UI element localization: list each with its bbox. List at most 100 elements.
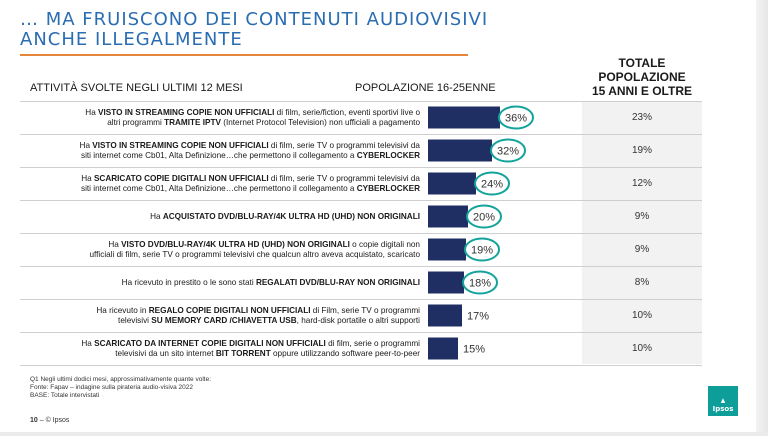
- activity-label-line: Ha ricevuto in REGALO COPIE DIGITALI NON…: [96, 306, 420, 316]
- activity-label-text: di Film, serie TV o programmi: [310, 305, 420, 315]
- activity-label-bold: CYBERLOCKER: [356, 150, 420, 160]
- activity-label-bold: VISTO DVD/BLU-RAY/4K ULTRA HD (UHD) NON …: [121, 239, 350, 249]
- total-population-value: 12%: [631, 178, 652, 189]
- footnote-line-2: Fonte: Fapav – indagine sulla pirateria …: [30, 384, 193, 391]
- activity-label-text: siti internet come Cb01, Alta Definizion…: [80, 150, 357, 160]
- copyright: – © Ipsos: [39, 417, 70, 424]
- activity-label-text: , hard-disk portatile o altri supporti: [296, 315, 420, 325]
- activity-label-text: Ha: [108, 239, 122, 249]
- total-population-value: 9%: [634, 244, 650, 255]
- activity-label-bold: SCARICATO DA INTERNET COPIE DIGITALI NON…: [94, 338, 326, 348]
- activity-label-text: Ha: [150, 211, 163, 221]
- table-row: Ha SCARICATO COPIE DIGITALI NON UFFICIAL…: [20, 167, 702, 200]
- total-population-value: 9%: [634, 211, 650, 222]
- activity-label: Ha ricevuto in prestito o le sono stati …: [20, 266, 420, 299]
- activity-label-bold: ACQUISTATO DVD/BLU-RAY/4K ULTRA HD (UHD)…: [162, 211, 420, 221]
- activity-label-text: Ha: [85, 107, 99, 117]
- activity-label-text: Ha: [79, 140, 93, 150]
- activity-label-text: siti internet come Cb01, Alta Definizion…: [80, 183, 357, 193]
- title-accent-line: [20, 54, 468, 56]
- activity-label-line: altri programmi TRAMITE IPTV (Internet P…: [85, 118, 420, 128]
- total-population-value: 23%: [631, 112, 652, 123]
- total-population-value: 8%: [634, 277, 650, 288]
- activity-label: Ha ACQUISTATO DVD/BLU-RAY/4K ULTRA HD (U…: [20, 200, 420, 233]
- table-row: Ha ACQUISTATO DVD/BLU-RAY/4K ULTRA HD (U…: [20, 200, 702, 233]
- activity-label-text: di film, serie/fiction, eventi sportivi …: [274, 107, 420, 117]
- activity-label-line: Ha VISTO IN STREAMING COPIE NON UFFICIAL…: [85, 108, 420, 118]
- activity-label-bold: TRAMITE IPTV: [164, 117, 221, 127]
- activity-label-bold: SCARICATO COPIE DIGITALI NON UFFICIALI: [93, 173, 269, 183]
- window-edge: [756, 0, 768, 436]
- table-row: Ha ricevuto in prestito o le sono stati …: [20, 266, 702, 299]
- activity-label-bold: VISTO IN STREAMING COPIE NON UFFICIALI: [98, 107, 275, 117]
- row-separator: [20, 101, 702, 102]
- table-row: Ha SCARICATO DA INTERNET COPIE DIGITALI …: [20, 332, 702, 365]
- activity-label-bold: REGALO COPIE DIGITALI NON UFFICIALI: [148, 305, 311, 315]
- activity-label-text: o copie digitali non: [349, 239, 420, 249]
- activity-label-bold: BIT TORRENT: [215, 348, 271, 358]
- total-population-value: 10%: [631, 310, 652, 321]
- activity-label-text: (Internet Protocol Television) non uffic…: [220, 117, 420, 127]
- footnote-line-3: BASE: Totale intervistati: [30, 392, 100, 399]
- logo-mark-icon: ▴: [720, 395, 726, 405]
- row-separator: [20, 233, 702, 234]
- activity-label-line: Ha VISTO DVD/BLU-RAY/4K ULTRA HD (UHD) N…: [89, 240, 420, 250]
- activity-label-bold: CYBERLOCKER: [356, 183, 420, 193]
- table-row: Ha VISTO IN STREAMING COPIE NON UFFICIAL…: [20, 134, 702, 167]
- activity-label-text: oppure utilizzando software peer-to-peer: [270, 348, 420, 358]
- header-total: TOTALE POPOLAZIONE 15 ANNI E OLTRE: [583, 56, 701, 98]
- activity-label: Ha SCARICATO DA INTERNET COPIE DIGITALI …: [20, 332, 420, 365]
- activity-label-line: siti internet come Cb01, Alta Definizion…: [80, 151, 420, 161]
- activity-label-bold: REGALATI DVD/BLU-RAY NON ORIGINALI: [255, 277, 420, 287]
- activity-label-line: siti internet come Cb01, Alta Definizion…: [81, 184, 420, 194]
- footnote: Q1 Negli ultimi dodici mesi, approssimat…: [30, 376, 211, 400]
- row-separator: [20, 134, 702, 135]
- header-activity: ATTIVITÀ SVOLTE NEGLI ULTIMI 12 MESI: [30, 82, 243, 94]
- row-separator: [20, 200, 702, 201]
- total-population-value: 19%: [631, 145, 652, 156]
- activity-label-line: Ha ricevuto in prestito o le sono stati …: [122, 278, 420, 288]
- row-separator: [20, 332, 702, 333]
- activity-label-text: Ha ricevuto in: [96, 305, 149, 315]
- activity-label-bold: VISTO IN STREAMING COPIE NON UFFICIALI: [92, 140, 269, 150]
- activity-label-text: altri programmi: [107, 117, 165, 127]
- activity-label-text: Ha: [81, 338, 95, 348]
- header-total-line-1: TOTALE: [618, 56, 666, 70]
- header-population: POPOLAZIONE 16-25ENNE: [355, 82, 496, 94]
- row-separator: [20, 167, 702, 168]
- ipsos-logo: ▴ Ipsos: [708, 386, 738, 416]
- activity-label: Ha VISTO IN STREAMING COPIE NON UFFICIAL…: [20, 101, 420, 134]
- activity-label-line: televisivi da un sito internet BIT TORRE…: [81, 349, 420, 359]
- activity-label-text: Ha ricevuto in prestito o le sono stati: [121, 277, 256, 287]
- row-separator: [20, 266, 702, 267]
- activity-label-text: di film, serie TV o programmi televisivi…: [268, 140, 420, 150]
- activity-label-line: Ha ACQUISTATO DVD/BLU-RAY/4K ULTRA HD (U…: [150, 212, 420, 222]
- activity-label-bold: SU MEMORY CARD /CHIAVETTA USB: [151, 315, 297, 325]
- activity-label-line: Ha VISTO IN STREAMING COPIE NON UFFICIAL…: [80, 141, 420, 151]
- page-number: 10: [30, 417, 38, 424]
- slide-title-line-1: … MA FRUISCONO DEI CONTENUTI AUDIOVISIVI: [20, 9, 489, 30]
- table-row: Ha VISTO DVD/BLU-RAY/4K ULTRA HD (UHD) N…: [20, 233, 702, 266]
- table-row: Ha VISTO IN STREAMING COPIE NON UFFICIAL…: [20, 101, 702, 134]
- activity-label-text: ufficiali di film, serie TV o programmi …: [89, 249, 420, 259]
- activity-label-line: ufficiali di film, serie TV o programmi …: [89, 250, 420, 260]
- activity-label-line: televisivi SU MEMORY CARD /CHIAVETTA USB…: [96, 316, 420, 326]
- activity-label: Ha VISTO IN STREAMING COPIE NON UFFICIAL…: [20, 134, 420, 167]
- header-total-line-3: 15 ANNI E OLTRE: [591, 84, 692, 98]
- table-row: Ha ricevuto in REGALO COPIE DIGITALI NON…: [20, 299, 702, 332]
- total-population-value: 10%: [631, 343, 652, 354]
- page-footer: 10 – © Ipsos: [30, 417, 69, 424]
- logo-text: Ipsos: [712, 405, 734, 413]
- activity-label-line: Ha SCARICATO COPIE DIGITALI NON UFFICIAL…: [81, 174, 420, 184]
- header-total-line-2: POPOLAZIONE: [598, 70, 686, 84]
- activity-label: Ha VISTO DVD/BLU-RAY/4K ULTRA HD (UHD) N…: [20, 233, 420, 266]
- window-bottom-edge: [0, 432, 768, 436]
- slide-title-line-2: ANCHE ILLEGALMENTE: [20, 29, 243, 50]
- footnote-line-1: Q1 Negli ultimi dodici mesi, approssimat…: [30, 376, 212, 383]
- activity-label-text: televisivi: [118, 315, 152, 325]
- activity-label-text: televisivi da un sito internet: [115, 348, 216, 358]
- row-separator: [20, 365, 702, 366]
- row-separator: [20, 299, 702, 300]
- activity-label: Ha ricevuto in REGALO COPIE DIGITALI NON…: [20, 299, 420, 332]
